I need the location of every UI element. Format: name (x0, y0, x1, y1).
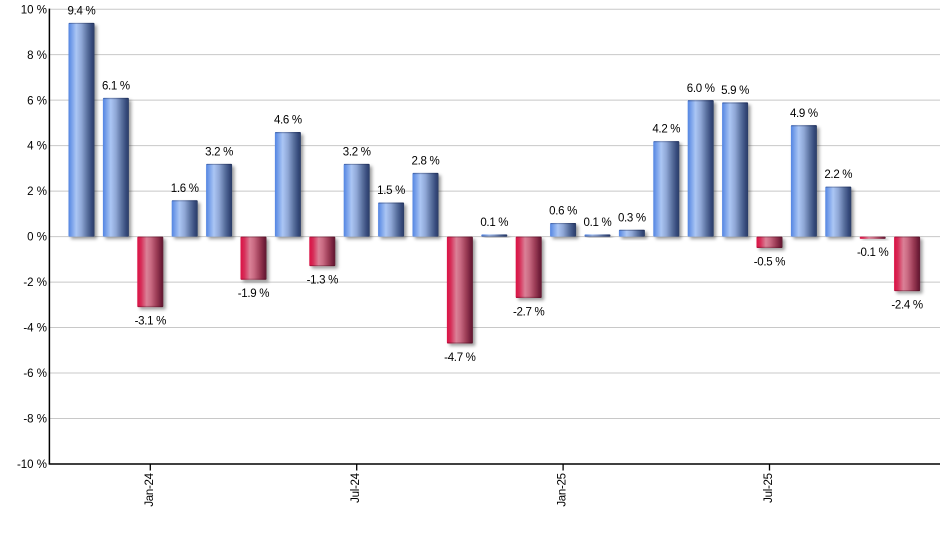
svg-text:2 %: 2 % (27, 186, 47, 198)
svg-text:0.3 %: 0.3 % (618, 212, 646, 224)
svg-text:-0.1 %: -0.1 % (857, 247, 889, 259)
svg-text:3.2 %: 3.2 % (343, 146, 371, 158)
svg-text:4.9 %: 4.9 % (790, 108, 818, 120)
svg-text:1.6 %: 1.6 % (171, 183, 199, 195)
svg-text:10 %: 10 % (21, 4, 47, 16)
svg-text:5.9 %: 5.9 % (721, 85, 749, 97)
svg-text:Jan-25: Jan-25 (557, 473, 569, 506)
svg-text:-2.4 %: -2.4 % (891, 299, 923, 311)
svg-text:0.1 %: 0.1 % (480, 217, 508, 229)
svg-text:Jul-24: Jul-24 (350, 472, 362, 502)
svg-text:-3.1 %: -3.1 % (135, 315, 167, 327)
svg-text:2.8 %: 2.8 % (412, 156, 440, 168)
svg-text:3.2 %: 3.2 % (205, 146, 233, 158)
svg-text:6.1 %: 6.1 % (102, 80, 130, 92)
svg-text:-4 %: -4 % (23, 323, 47, 335)
svg-text:0 %: 0 % (27, 232, 47, 244)
svg-text:-2 %: -2 % (23, 277, 47, 289)
svg-text:-4.7 %: -4.7 % (444, 352, 476, 364)
svg-text:6 %: 6 % (27, 95, 47, 107)
svg-text:8 %: 8 % (27, 50, 47, 62)
svg-text:-1.3 %: -1.3 % (307, 274, 339, 286)
svg-text:Jan-24: Jan-24 (144, 472, 156, 506)
svg-text:4.2 %: 4.2 % (652, 124, 680, 136)
svg-text:4.6 %: 4.6 % (274, 115, 302, 127)
svg-text:Jul-25: Jul-25 (763, 473, 775, 503)
svg-text:-2.7 %: -2.7 % (513, 306, 545, 318)
svg-text:2.2 %: 2.2 % (824, 169, 852, 181)
svg-text:-10 %: -10 % (17, 459, 47, 471)
svg-text:4 %: 4 % (27, 141, 47, 153)
svg-text:0.1 %: 0.1 % (584, 217, 612, 229)
svg-text:6.0 %: 6.0 % (687, 83, 715, 95)
svg-text:9.4 %: 9.4 % (68, 5, 96, 17)
svg-text:0.6 %: 0.6 % (549, 206, 577, 218)
svg-text:-0.5 %: -0.5 % (754, 256, 786, 268)
svg-text:-6 %: -6 % (23, 368, 47, 380)
svg-text:-1.9 %: -1.9 % (238, 288, 270, 300)
svg-text:-8 %: -8 % (23, 414, 47, 426)
svg-text:1.5 %: 1.5 % (377, 185, 405, 197)
